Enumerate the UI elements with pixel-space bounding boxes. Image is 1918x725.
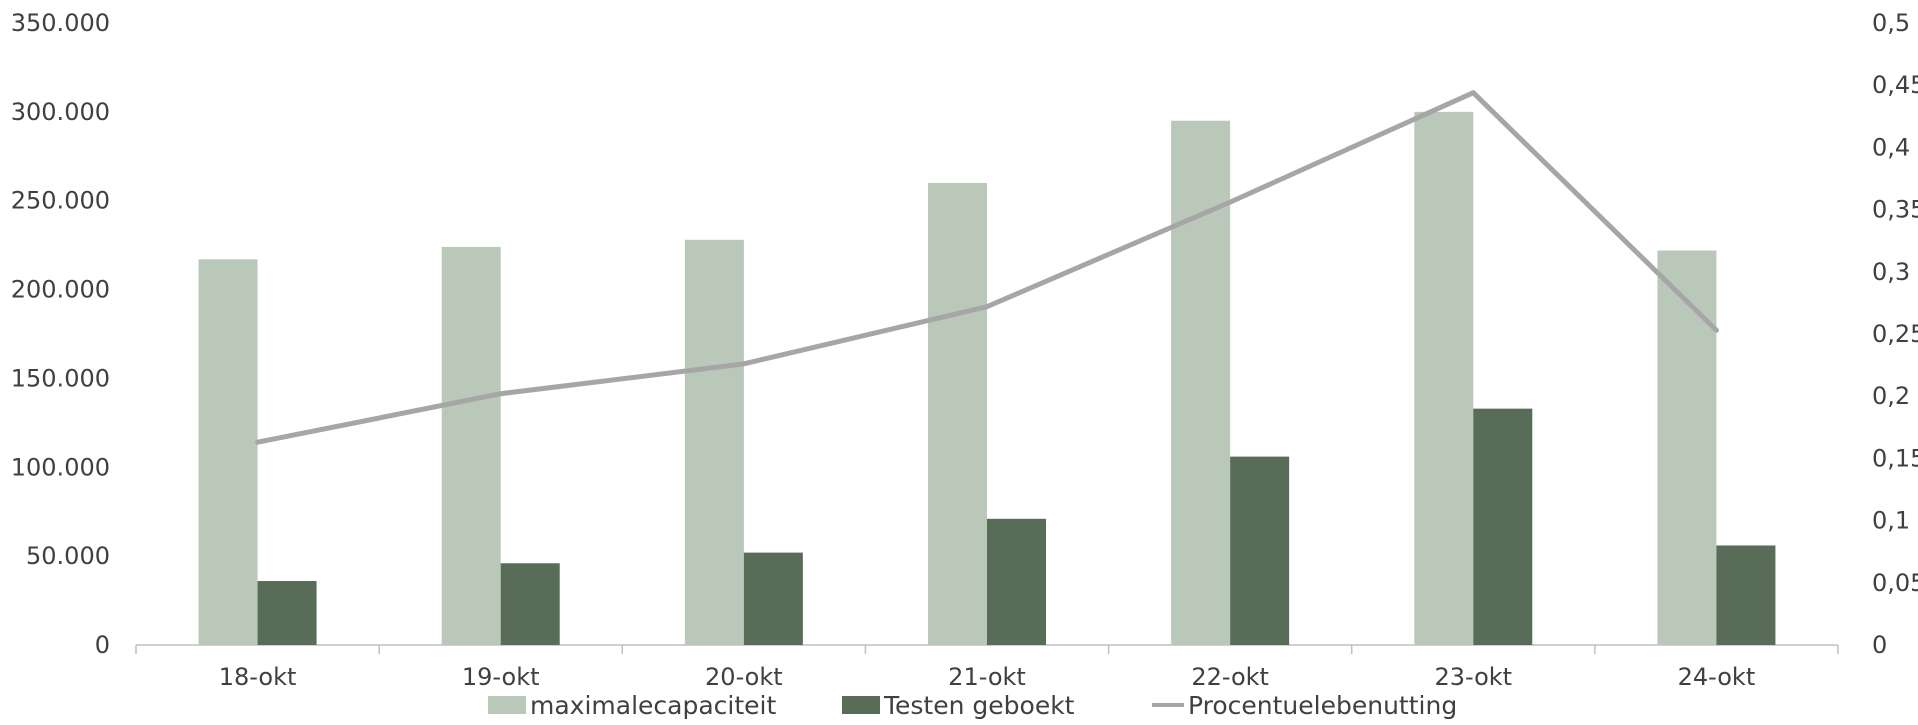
category-label: 20-okt <box>705 663 783 691</box>
line-procentuelebenutting <box>255 90 1719 445</box>
category-labels: 18-okt 19-okt 20-okt 21-okt 22-okt 23-okt 24-o… <box>219 663 1755 691</box>
bar-maximalecapaciteit <box>441 246 501 646</box>
bar-testen-geboekt <box>1230 456 1290 645</box>
legend-swatch-bar <box>488 696 526 714</box>
bar-maximalecapaciteit <box>198 259 258 645</box>
left-axis-tick-label: 150.000 <box>11 364 110 392</box>
right-axis-tick-label: 0,5 <box>1872 9 1910 37</box>
right-axis-tick-label: 0 <box>1872 631 1887 659</box>
bar-testen-geboekt <box>1473 408 1533 645</box>
category-label: 23-okt <box>1434 663 1512 691</box>
bar-maximalecapaciteit <box>1657 250 1717 645</box>
bar-testen-geboekt <box>743 552 803 645</box>
bar-testen-geboekt <box>257 581 317 645</box>
legend: maximalecapaciteit Testen geboekt Procentu… <box>488 691 1457 720</box>
left-axis-tick-label: 100.000 <box>11 453 110 481</box>
right-axis-tick-label: 0,4 <box>1872 133 1910 161</box>
legend-swatch-bar <box>842 696 880 714</box>
right-axis-tick-label: 0,3 <box>1872 258 1910 286</box>
category-label: 24-okt <box>1678 663 1756 691</box>
left-axis-tick-label: 200.000 <box>11 276 110 304</box>
right-axis-tick-label: 0,15 <box>1872 444 1918 472</box>
left-axis-tick-label: 0 <box>95 631 110 659</box>
right-axis-ticks: 0 0,05 0,1 0,15 0,2 0,25 0,3 0,35 0,4 0,45 0,5 <box>1872 9 1918 659</box>
legend-label: Testen geboekt <box>883 691 1075 720</box>
right-axis-tick-label: 0,45 <box>1872 71 1918 99</box>
legend-label: maximalecapaciteit <box>530 691 776 720</box>
line-series <box>255 90 1719 445</box>
category-label: 21-okt <box>948 663 1026 691</box>
left-axis-tick-label: 350.000 <box>11 9 110 37</box>
bar-maximalecapaciteit <box>684 239 744 645</box>
bar-testen-geboekt <box>1716 545 1776 645</box>
right-axis-tick-label: 0,2 <box>1872 382 1910 410</box>
bar-maximalecapaciteit <box>1414 111 1474 646</box>
bar-maximalecapaciteit <box>928 182 987 645</box>
left-axis-ticks: 0 50.000 100.000 150.000 200.000 250.000 300.0… <box>11 9 110 659</box>
category-label: 19-okt <box>462 663 540 691</box>
axes <box>135 644 1839 654</box>
right-axis-tick-label: 0,1 <box>1872 507 1910 535</box>
category-label: 22-okt <box>1191 663 1269 691</box>
bar-testen-geboekt <box>987 518 1046 645</box>
left-axis-tick-label: 300.000 <box>11 98 110 126</box>
bar-testen-geboekt <box>500 563 560 645</box>
left-axis-tick-label: 50.000 <box>26 542 110 570</box>
left-axis-tick-label: 250.000 <box>11 187 110 215</box>
bar-maximalecapaciteit <box>1171 120 1231 645</box>
bars <box>198 111 1776 646</box>
right-axis-tick-label: 0,05 <box>1872 569 1918 597</box>
right-axis-tick-label: 0,35 <box>1872 196 1918 224</box>
legend-label: Procentuelebenutting <box>1188 691 1457 720</box>
category-label: 18-okt <box>219 663 297 691</box>
right-axis-tick-label: 0,25 <box>1872 320 1918 348</box>
